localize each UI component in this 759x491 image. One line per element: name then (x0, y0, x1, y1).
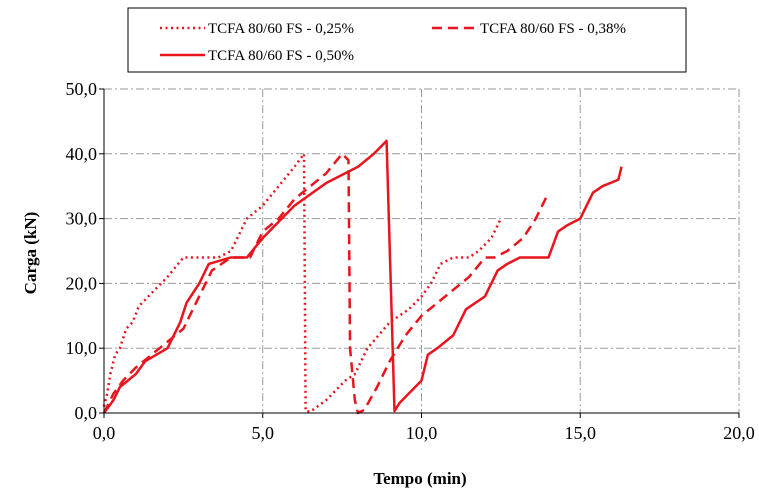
x-tick-label: 0,0 (93, 423, 116, 443)
y-tick-label: 50,0 (66, 79, 98, 99)
x-tick-label: 10,0 (406, 423, 438, 443)
x-tick-label: 15,0 (565, 423, 597, 443)
tick-labels: 0,0 10,0 20,0 30,0 40,0 50,0 0,0 5,0 10,0 15,0 20,… (66, 79, 755, 443)
legend-item-1: TCFA 80/60 FS - 0,25% (160, 21, 354, 37)
series-lines (102, 139, 623, 415)
legend-box (127, 7, 687, 73)
y-tick-label: 40,0 (66, 144, 98, 164)
x-axis-title: Tempo (min) (373, 469, 466, 488)
y-tick-label: 10,0 (66, 338, 98, 358)
series-line-2 (102, 152, 550, 415)
x-tick-label: 5,0 (252, 423, 275, 443)
y-tick-label: 20,0 (66, 273, 98, 293)
series-line-1 (102, 152, 503, 413)
axes (99, 88, 740, 418)
legend-label-1: TCFA 80/60 FS - 0,25% (208, 21, 354, 37)
gridlines (104, 88, 740, 413)
series-line-3 (102, 139, 623, 414)
legend-label-2: TCFA 80/60 FS - 0,38% (480, 21, 626, 37)
x-tick-label: 20,0 (723, 423, 755, 443)
y-tick-label: 30,0 (66, 209, 98, 229)
legend-item-3: TCFA 80/60 FS - 0,50% (160, 48, 354, 64)
y-axis-title: Carga (kN) (21, 212, 40, 295)
legend: TCFA 80/60 FS - 0,25% TCFA 80/60 FS - 0,… (127, 7, 687, 73)
legend-label-3: TCFA 80/60 FS - 0,50% (208, 48, 354, 64)
y-tick-label: 0,0 (75, 403, 98, 423)
legend-item-2: TCFA 80/60 FS - 0,38% (432, 21, 626, 37)
